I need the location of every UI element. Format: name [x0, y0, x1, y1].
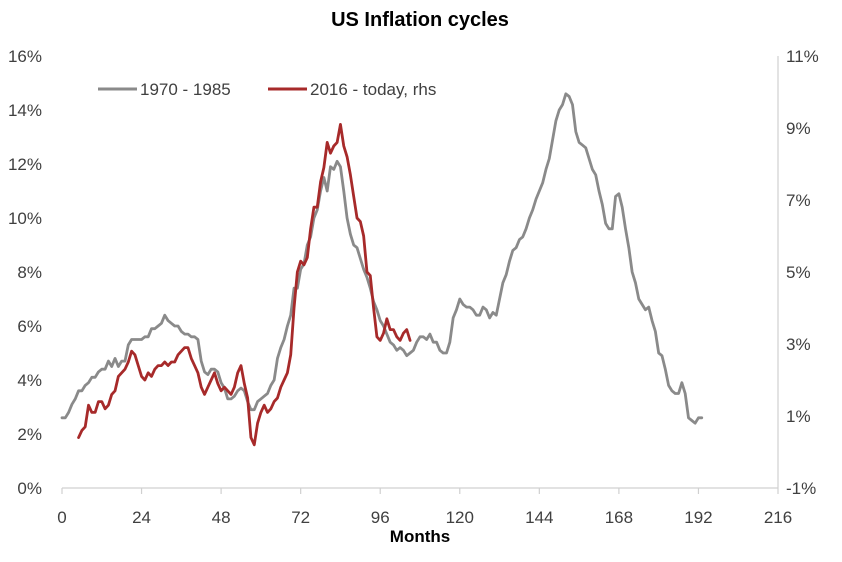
- left-axis-ticks: 0% 2% 4% 6% 8% 10% 12% 14% 16%: [8, 47, 42, 498]
- y2-tick-label: -1%: [786, 479, 816, 498]
- y2-tick-label: 11%: [786, 47, 819, 66]
- x-tick-label: 192: [684, 508, 712, 527]
- series-group: [60, 92, 704, 447]
- y2-tick-label: 9%: [786, 119, 811, 138]
- legend: 1970 - 1985 2016 - today, rhs: [98, 80, 436, 99]
- y2-tick-label: 3%: [786, 335, 811, 354]
- x-axis-label: Months: [390, 527, 450, 546]
- y-tick-label: 0%: [17, 479, 42, 498]
- x-tick-label: 216: [764, 508, 792, 527]
- y2-tick-label: 7%: [786, 191, 811, 210]
- x-tick-label: 144: [525, 508, 553, 527]
- right-axis-ticks: -1% 1% 3% 5% 7% 9% 11%: [786, 47, 819, 498]
- series-line-1: [60, 92, 704, 425]
- x-tick-label: 120: [446, 508, 474, 527]
- y-tick-label: 10%: [8, 209, 42, 228]
- x-tick-label: 48: [212, 508, 231, 527]
- series-line-2: [77, 123, 412, 447]
- x-tick-label: 72: [291, 508, 310, 527]
- y-tick-label: 16%: [8, 47, 42, 66]
- y-tick-label: 12%: [8, 155, 42, 174]
- y-tick-label: 4%: [17, 371, 42, 390]
- y2-tick-label: 1%: [786, 407, 811, 426]
- legend-label-series-1: 1970 - 1985: [140, 80, 231, 99]
- y-tick-label: 6%: [17, 317, 42, 336]
- y-tick-label: 8%: [17, 263, 42, 282]
- y2-tick-label: 5%: [786, 263, 811, 282]
- x-tick-label: 96: [371, 508, 390, 527]
- x-tick-label: 168: [605, 508, 633, 527]
- x-tick-label: 24: [132, 508, 151, 527]
- chart-title: US Inflation cycles: [331, 9, 509, 31]
- y-tick-label: 2%: [17, 425, 42, 444]
- legend-label-series-2: 2016 - today, rhs: [310, 80, 436, 99]
- x-tick-label: 0: [57, 508, 66, 527]
- y-tick-label: 14%: [8, 101, 42, 120]
- x-axis-ticks: 0 24 48 72 96 120 144 168 192 216: [57, 488, 792, 527]
